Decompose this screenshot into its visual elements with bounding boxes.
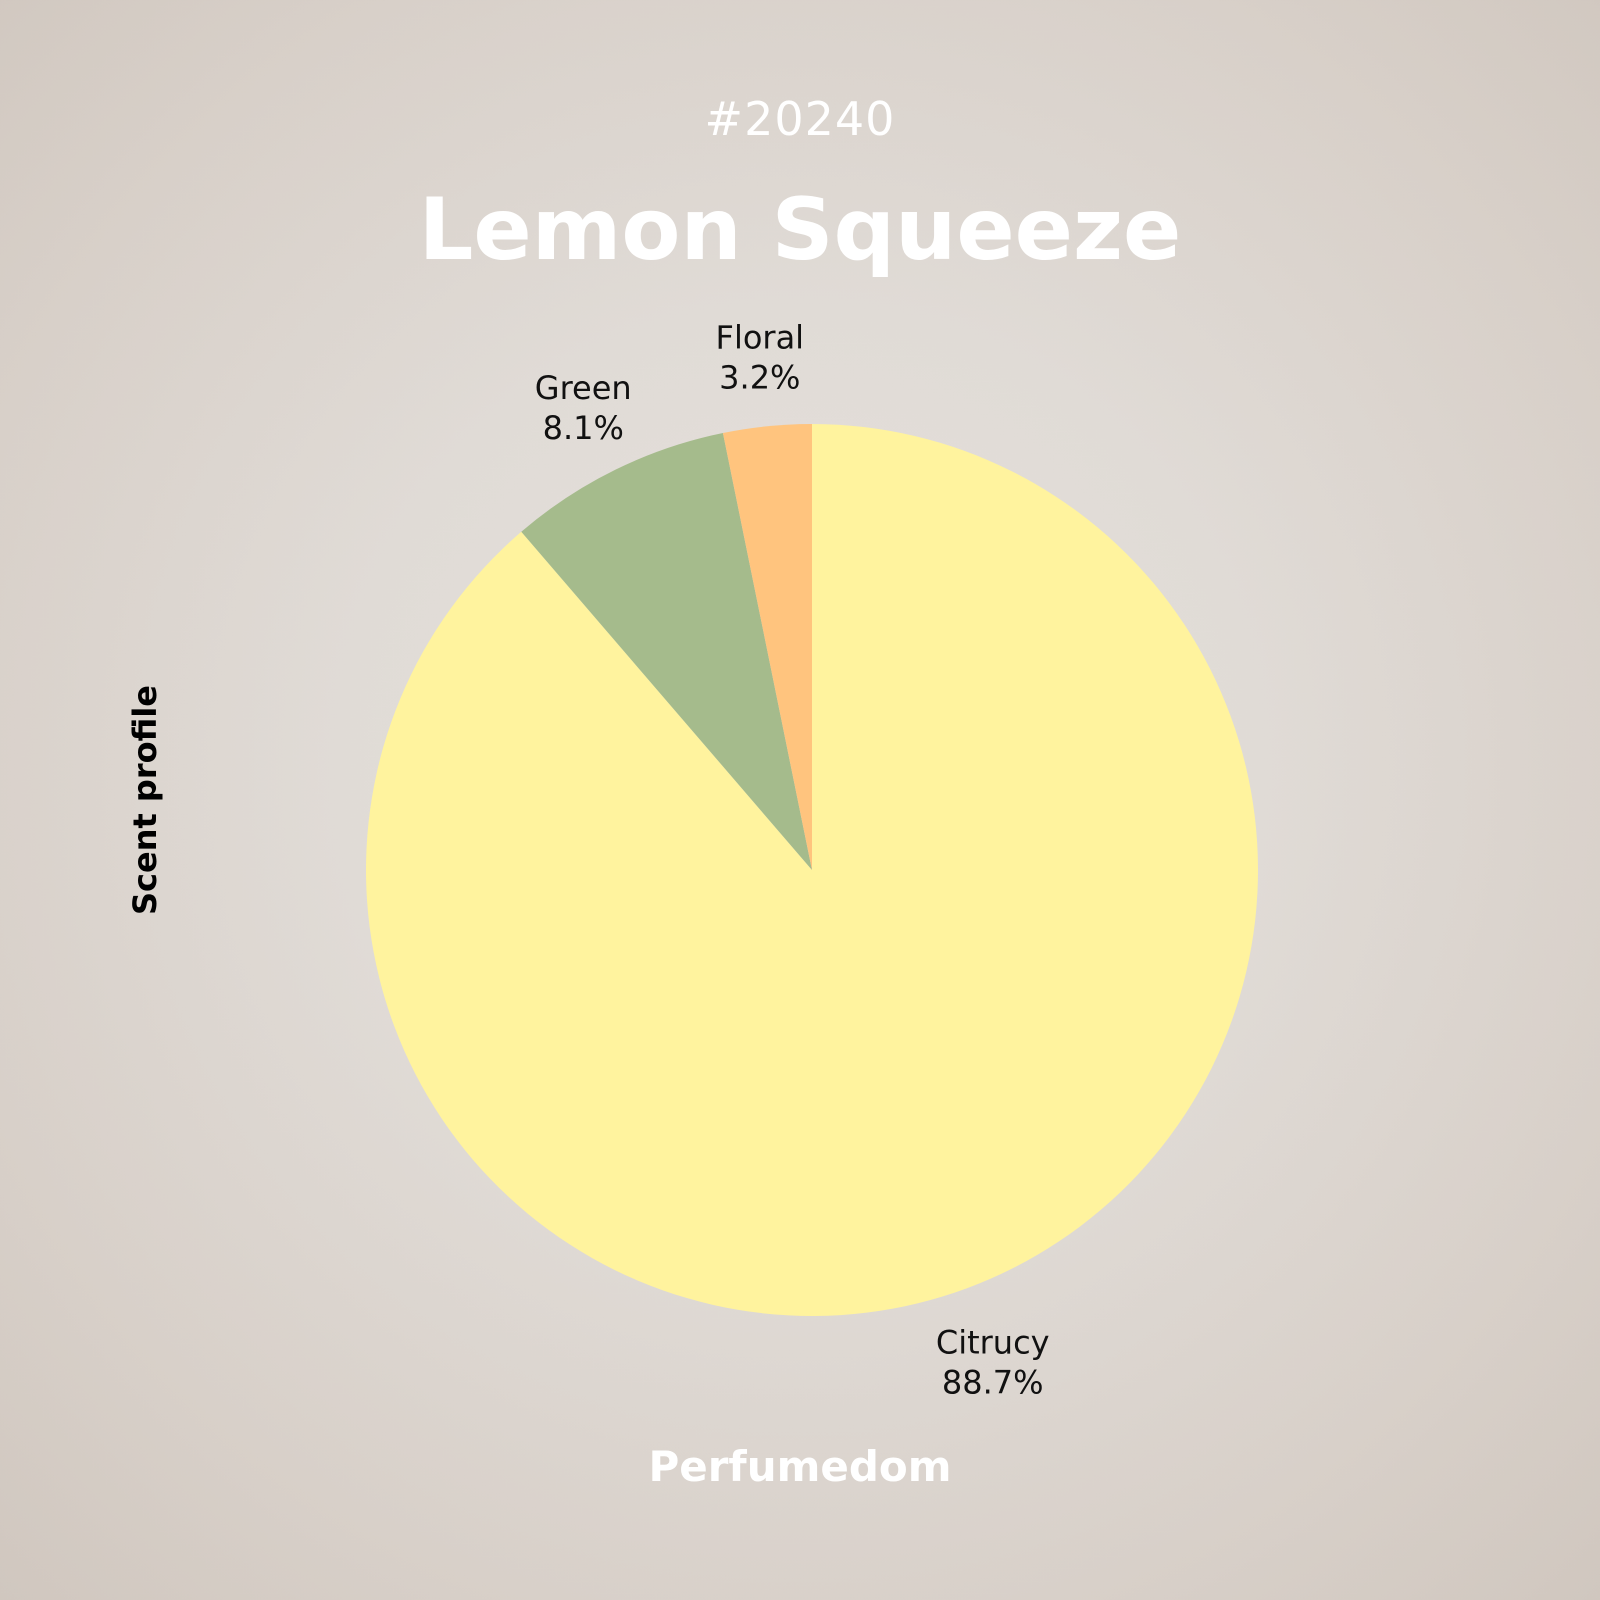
- fragrance-code: #20240: [704, 92, 896, 146]
- slice-value-citrucy: 88.7%: [942, 1364, 1044, 1402]
- slice-label-green: Green: [535, 369, 632, 407]
- slice-value-green: 8.1%: [543, 409, 624, 447]
- fragrance-title: Lemon Squeeze: [418, 180, 1182, 280]
- pie-slice-floral: [722, 424, 812, 870]
- pie-slice-citrucy: [366, 424, 1259, 1316]
- slice-label-floral: Floral: [716, 319, 805, 357]
- slice-value-floral: 3.2%: [719, 359, 800, 397]
- slice-label-citrucy: Citrucy: [936, 1324, 1050, 1362]
- pie-slice-green: [521, 432, 812, 870]
- brand-name: Perfumedom: [648, 1442, 952, 1491]
